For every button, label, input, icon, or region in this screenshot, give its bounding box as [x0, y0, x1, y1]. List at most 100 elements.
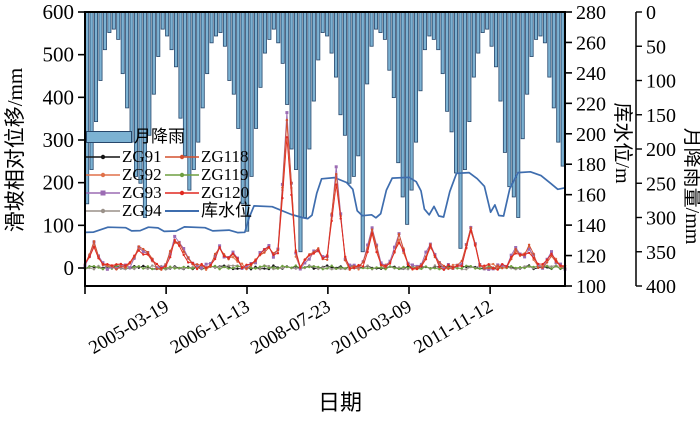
marker-zg118	[137, 245, 140, 248]
marker-zg119	[344, 267, 347, 270]
marker-zg120	[263, 248, 266, 251]
marker-zg118	[124, 266, 127, 269]
marker-zg118	[326, 258, 329, 261]
marker-zg118	[541, 266, 544, 269]
marker-zg94	[151, 264, 154, 267]
marker-zg119	[402, 265, 405, 269]
marker-zg119	[88, 265, 91, 268]
rain-bar	[467, 11, 472, 122]
marker-zg120	[326, 255, 329, 258]
marker-zg118	[483, 267, 486, 270]
rain-bar	[320, 11, 325, 33]
marker-zg119	[169, 265, 172, 268]
marker-zg119	[151, 267, 154, 271]
marker-zg118	[285, 118, 289, 122]
water-tick-label: 200	[576, 124, 606, 146]
rain-tick-label: 0	[646, 2, 656, 24]
marker-zg120	[474, 244, 477, 247]
y-right-water-axis-title: 库水位/m	[611, 102, 634, 184]
marker-zg120	[388, 262, 392, 265]
rain-bar	[534, 11, 539, 40]
marker-zg93	[285, 111, 289, 115]
legend-marker	[179, 190, 185, 196]
marker-zg93	[209, 262, 213, 265]
marker-zg120	[375, 250, 378, 254]
marker-zg93	[366, 243, 370, 247]
marker-zg120	[554, 259, 558, 262]
rain-bar	[285, 11, 290, 105]
rain-bar	[258, 11, 263, 88]
rain-bar	[120, 11, 125, 75]
marker-zg120	[527, 251, 531, 255]
rain-bar	[494, 11, 499, 68]
marker-zg93	[379, 261, 383, 265]
marker-zg119	[276, 267, 280, 270]
marker-zg120	[124, 264, 127, 267]
marker-zg119	[366, 267, 369, 270]
marker-zg118	[119, 265, 123, 268]
marker-zg118	[335, 173, 338, 176]
water-level-swatch	[165, 205, 199, 217]
legend-item-water: 库水位	[165, 202, 252, 220]
marker-zg120	[339, 217, 342, 220]
marker-zg120	[195, 267, 199, 271]
marker-zg118	[182, 250, 185, 253]
marker-zg120	[92, 245, 96, 249]
marker-zg93	[411, 263, 414, 267]
marker-zg120	[101, 262, 105, 266]
marker-zg120	[411, 267, 414, 271]
marker-zg120	[204, 266, 208, 269]
marker-zg120	[447, 263, 450, 267]
legend-grid: ZG91 ZG118 ZG92 ZG119 ZG93 ZG120 ZG94 库水…	[86, 148, 252, 220]
rain-bar	[280, 11, 285, 64]
marker-zg118	[213, 252, 217, 256]
rain-bar	[485, 11, 490, 30]
rain-bar	[98, 11, 103, 81]
marker-zg119	[478, 267, 481, 270]
marker-zg120	[402, 249, 405, 252]
rain-bar	[107, 11, 112, 33]
marker-zg119	[456, 267, 459, 270]
marker-zg91	[236, 267, 239, 270]
rain-bar	[547, 11, 552, 78]
marker-zg118	[375, 245, 378, 248]
rain-tick-label: 400	[646, 276, 676, 298]
marker-zg93	[271, 255, 275, 259]
marker-zg94	[133, 267, 136, 271]
rain-bar	[378, 11, 383, 33]
rain-bar	[231, 11, 236, 95]
rain-bar	[214, 11, 219, 37]
marker-zg119	[361, 266, 365, 270]
rain-bar	[458, 11, 463, 249]
marker-zg94	[92, 268, 96, 271]
marker-zg120	[442, 268, 446, 271]
rain-bar	[489, 11, 494, 47]
marker-zg94	[330, 268, 333, 271]
marker-zg120	[119, 262, 123, 266]
marker-zg91	[142, 264, 145, 268]
marker-zg119	[272, 266, 275, 269]
marker-zg92	[451, 263, 455, 267]
marker-zg120	[258, 253, 262, 256]
marker-zg120	[545, 258, 549, 261]
y-right-rain-axis-title: 月降雨量/mm	[681, 128, 700, 245]
marker-zg119	[267, 266, 271, 270]
marker-zg93	[101, 261, 105, 265]
marker-zg118	[527, 243, 531, 246]
marker-zg119	[438, 268, 441, 271]
marker-zg120	[496, 268, 499, 271]
rain-bar	[454, 11, 459, 174]
zg93-swatch	[86, 187, 120, 199]
marker-zg119	[321, 268, 324, 271]
marker-zg94	[227, 264, 230, 267]
marker-zg120	[384, 264, 387, 267]
rain-bar	[525, 11, 530, 95]
marker-zg92	[231, 256, 235, 259]
marker-zg119	[182, 265, 185, 269]
marker-zg119	[388, 265, 392, 268]
marker-zg120	[510, 255, 513, 259]
marker-zg119	[236, 265, 239, 268]
marker-zg120	[487, 263, 490, 266]
water-tick-label: 120	[576, 246, 606, 268]
marker-zg119	[97, 266, 100, 269]
